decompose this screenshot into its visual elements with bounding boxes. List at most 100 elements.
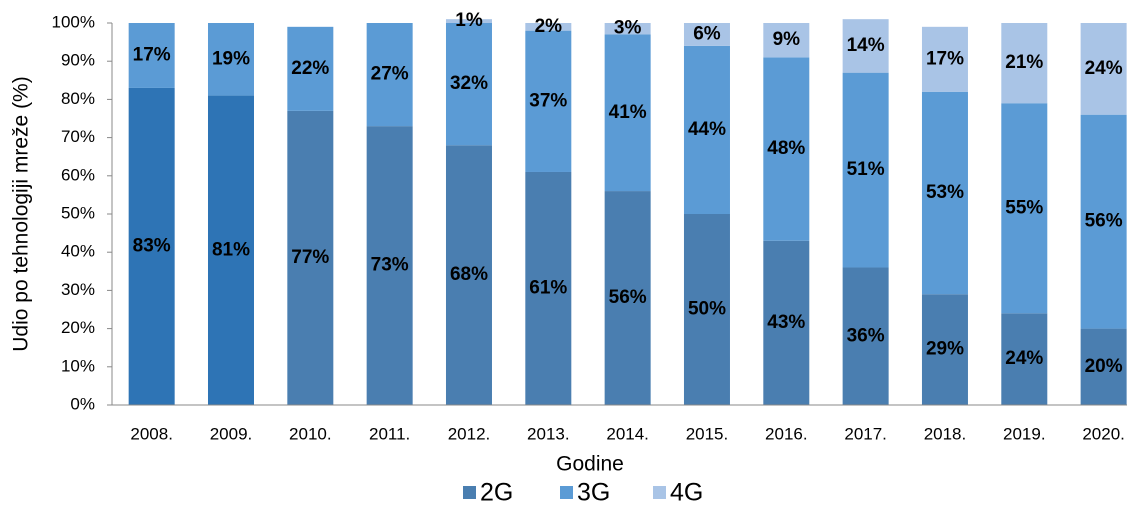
value-label: 48%: [767, 138, 805, 159]
value-label: 9%: [773, 29, 801, 50]
y-tick-label: 10%: [61, 356, 95, 375]
bar-segment: [207, 95, 254, 405]
bar-segment: [921, 294, 968, 405]
bar-segment: [842, 267, 889, 405]
value-label: 44%: [688, 119, 726, 140]
y-tick-label: 80%: [61, 89, 95, 108]
bar-segment: [763, 240, 810, 405]
bar-segment: [525, 171, 572, 405]
y-tick-label: 70%: [61, 127, 95, 146]
bar-segment: [763, 57, 810, 241]
value-label: 55%: [1005, 197, 1043, 218]
value-label: 22%: [291, 58, 329, 79]
y-tick-label: 30%: [61, 280, 95, 299]
value-label: 56%: [1085, 211, 1123, 232]
value-label: 73%: [371, 255, 409, 276]
value-label: 81%: [212, 239, 250, 260]
legend-swatch: [463, 486, 476, 499]
x-tick-label: 2019.: [1003, 424, 1046, 443]
y-tick-label: 40%: [61, 242, 95, 261]
x-tick-label: 2009.: [210, 424, 253, 443]
x-tick-label: 2016.: [765, 424, 808, 443]
value-label: 17%: [926, 48, 964, 69]
value-label: 68%: [450, 264, 488, 285]
bar-segment: [445, 23, 492, 146]
value-label: 14%: [847, 35, 885, 56]
value-label: 21%: [1005, 52, 1043, 73]
value-label: 6%: [693, 23, 721, 44]
bar-segment: [525, 30, 572, 172]
value-label: 24%: [1005, 348, 1043, 369]
value-label: 29%: [926, 339, 964, 360]
bar-segment: [287, 110, 334, 406]
value-label: 36%: [847, 325, 885, 346]
value-label: 43%: [767, 312, 805, 333]
bar-segment: [1001, 23, 1048, 104]
y-tick-label: 60%: [61, 165, 95, 184]
x-tick-label: 2015.: [686, 424, 729, 443]
legend-swatch: [560, 486, 573, 499]
value-label: 37%: [529, 90, 567, 111]
y-tick-label: 0%: [70, 394, 95, 413]
bar-segment: [683, 214, 730, 405]
bar-segment: [604, 34, 651, 192]
bar-segment: [128, 23, 175, 88]
x-tick-label: 2008.: [130, 424, 173, 443]
bar-segment: [921, 91, 968, 295]
value-label: 2%: [535, 16, 563, 37]
x-tick-label: 2014.: [606, 424, 649, 443]
bar-segment: [1080, 23, 1127, 115]
bar-segment: [683, 23, 730, 46]
legend-label: 3G: [577, 479, 610, 507]
value-label: 20%: [1085, 356, 1123, 377]
bar-segment: [366, 126, 413, 405]
bar-segment: [763, 23, 810, 58]
y-tick-label: 20%: [61, 318, 95, 337]
value-label: 32%: [450, 73, 488, 94]
bar-segment: [604, 23, 651, 35]
value-label: 24%: [1085, 58, 1123, 79]
legend-swatch: [653, 486, 666, 499]
x-tick-label: 2017.: [844, 424, 887, 443]
value-label: 61%: [529, 278, 567, 299]
value-label: 41%: [609, 102, 647, 123]
y-tick-label: 90%: [61, 51, 95, 70]
value-label: 56%: [609, 287, 647, 308]
y-axis-label: Udio po tehnologiji mreže (%): [10, 76, 33, 351]
value-label: 19%: [212, 48, 250, 69]
value-label: 17%: [133, 44, 171, 65]
bar-segment: [525, 23, 572, 31]
bar-segment: [1001, 103, 1048, 314]
bar-segment: [128, 87, 175, 405]
bar-segment: [683, 45, 730, 214]
value-label: 27%: [371, 64, 409, 85]
value-label: 83%: [133, 235, 171, 256]
bar-segment: [207, 23, 254, 96]
bar-segment: [445, 19, 492, 23]
x-tick-label: 2010.: [289, 424, 332, 443]
value-label: 51%: [847, 159, 885, 180]
value-label: 3%: [614, 18, 642, 39]
bar-segment: [921, 26, 968, 92]
value-label: 1%: [455, 10, 483, 31]
legend-label: 2G: [480, 479, 513, 507]
y-tick-label: 100%: [52, 12, 95, 31]
bar-segment: [604, 191, 651, 405]
legend-label: 4G: [670, 479, 703, 507]
value-label: 50%: [688, 299, 726, 320]
bar-segment: [842, 19, 889, 73]
bar-segment: [445, 145, 492, 406]
x-tick-label: 2020.: [1082, 424, 1125, 443]
x-tick-label: 2012.: [448, 424, 491, 443]
x-axis-label: Godine: [556, 453, 624, 476]
x-tick-label: 2013.: [527, 424, 570, 443]
value-label: 77%: [291, 247, 329, 268]
bar-segment: [842, 72, 889, 268]
x-tick-label: 2011.: [369, 424, 410, 443]
x-tick-label: 2018.: [924, 424, 967, 443]
bar-segment: [287, 26, 334, 111]
bar-segment: [1001, 313, 1048, 405]
value-label: 53%: [926, 182, 964, 203]
y-tick-label: 50%: [61, 203, 95, 222]
